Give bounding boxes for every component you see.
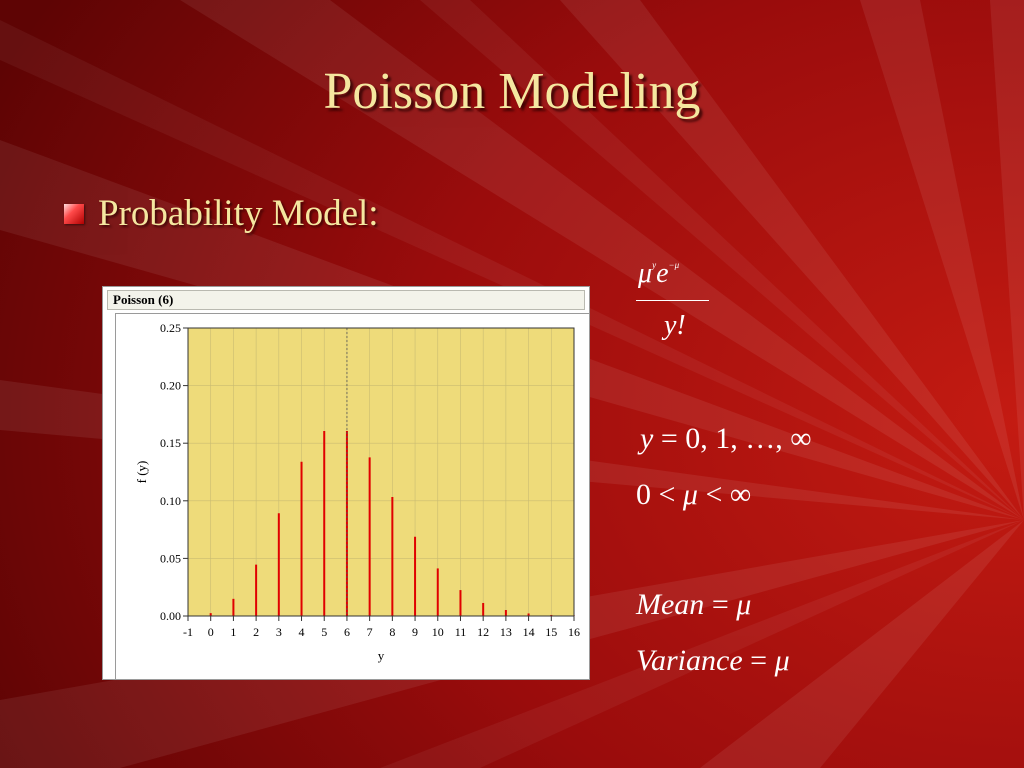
x-tick-label: 13: [500, 625, 512, 639]
numerator-e: e: [656, 258, 669, 289]
x-tick-label: 5: [321, 625, 327, 639]
x-tick-label: -1: [183, 625, 193, 639]
y-tick-label: 0.05: [160, 551, 181, 565]
bullet-square-icon: [64, 203, 84, 224]
parameter-constraint: 0 < μ < ∞: [636, 478, 751, 512]
mean-mu: μ: [736, 588, 752, 621]
poisson-chart: 0.000.050.100.150.200.25 -1 0 1 2 3 4 5 6 7 8 9 10 1…: [134, 321, 580, 663]
x-tick-label: 8: [389, 625, 395, 639]
chart-frame: [115, 313, 589, 679]
y-axis-label: f (y): [134, 461, 149, 484]
numerator-exp-mu: −μ: [668, 260, 680, 270]
x-tick-label: 16: [568, 625, 580, 639]
x-tick-label: 15: [545, 625, 557, 639]
bullet-item: Probability Model:: [64, 192, 379, 235]
chart-title: Poisson (6): [107, 290, 585, 310]
x-tick-label: 4: [299, 625, 305, 639]
x-tick-label: 3: [276, 625, 282, 639]
x-tick-label: 10: [432, 625, 444, 639]
x-axis-label: y: [378, 648, 385, 663]
y-tick-label: 0.15: [160, 436, 181, 450]
x-tick-label: 14: [523, 625, 535, 639]
param-lower: 0 <: [636, 478, 683, 511]
x-tick-label: 1: [230, 625, 236, 639]
x-tick-label: 12: [477, 625, 489, 639]
mean-equals: =: [704, 588, 737, 621]
support-variable: y: [640, 422, 654, 455]
param-mu: μ: [682, 478, 698, 511]
plot-border: [187, 327, 575, 617]
y-tick-label: 0.10: [160, 494, 181, 508]
x-tick-label: 7: [367, 625, 373, 639]
x-tick-label: 2: [253, 625, 259, 639]
mean-label: Mean: [636, 588, 705, 621]
bullet-text: Probability Model:: [98, 193, 379, 234]
y-tick-label: 0.00: [160, 609, 181, 623]
slide-title: Poisson Modeling: [323, 63, 701, 120]
numerator-mu: μ: [638, 258, 653, 289]
mean-formula: Mean = μ: [636, 588, 751, 622]
variance-equals: =: [742, 644, 775, 677]
pmf-numerator: μye−μ: [638, 258, 679, 290]
support-formula: y = 0, 1, …, ∞: [640, 422, 812, 456]
numerator-exp-y: y: [652, 260, 657, 270]
plot-background: [188, 328, 574, 616]
y-tick-label: 0.25: [160, 321, 181, 335]
x-tick-label: 9: [412, 625, 418, 639]
param-upper: < ∞: [697, 478, 752, 511]
variance-label: Variance: [636, 644, 743, 677]
x-tick-label: 6: [344, 625, 350, 639]
variance-mu: μ: [774, 644, 790, 677]
x-tick-label: 0: [208, 625, 214, 639]
x-tick-label: 11: [455, 625, 467, 639]
pmf-denominator: y!: [664, 310, 686, 341]
support-range: = 0, 1, …, ∞: [653, 422, 812, 455]
y-tick-label: 0.20: [160, 379, 181, 393]
fraction-bar: [636, 300, 709, 301]
variance-formula: Variance = μ: [636, 644, 790, 678]
